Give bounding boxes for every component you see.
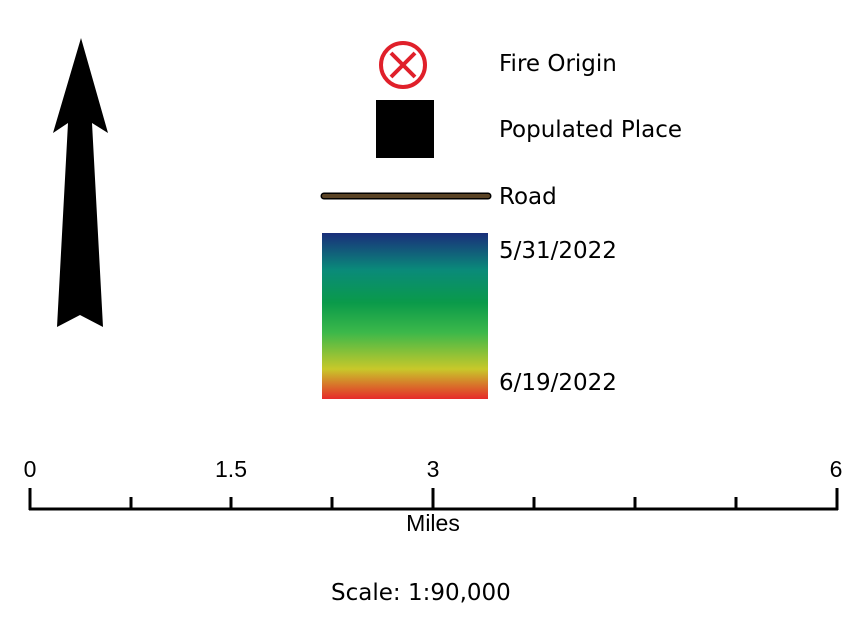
scale-unit-label: Miles (406, 510, 460, 536)
scale-tick-label-1-5: 1.5 (215, 456, 247, 482)
road-icon (320, 192, 492, 200)
populated-place-icon (376, 100, 434, 158)
scale-tick-label-6: 6 (829, 456, 843, 482)
fire-origin-icon (379, 41, 427, 89)
fire-origin-label: Fire Origin (499, 51, 617, 77)
scale-tick-label-0: 0 (23, 456, 37, 482)
date-color-ramp (322, 233, 488, 399)
scale-ratio-text: Scale: 1:90,000 (331, 580, 511, 606)
scale-bar (28, 488, 839, 511)
road-label: Road (499, 184, 557, 210)
ramp-end-date-label: 6/19/2022 (499, 370, 617, 396)
scale-tick-label-3: 3 (426, 456, 440, 482)
ramp-start-date-label: 5/31/2022 (499, 238, 617, 264)
north-arrow-icon (53, 38, 108, 327)
populated-place-label: Populated Place (499, 117, 683, 143)
